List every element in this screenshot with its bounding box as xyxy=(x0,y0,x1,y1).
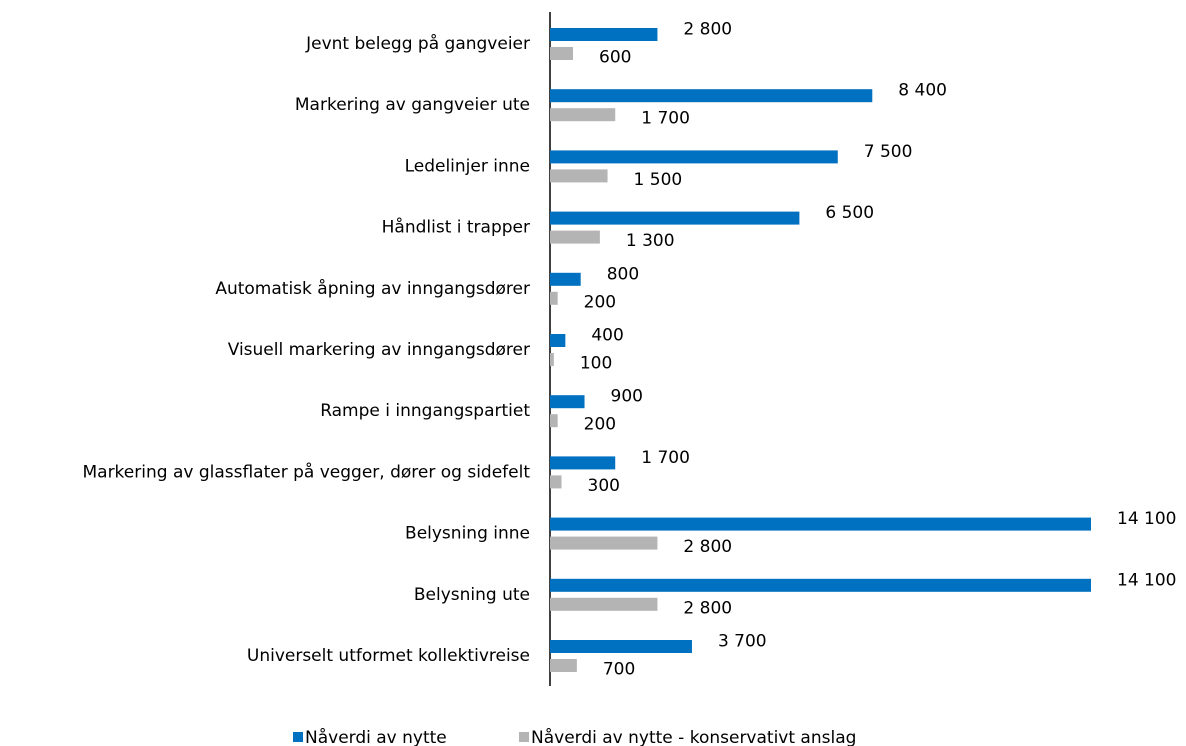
category-label: Markering av gangveier ute xyxy=(295,95,530,115)
bar xyxy=(550,291,558,305)
bar xyxy=(550,211,800,225)
value-label: 14 100 xyxy=(1117,570,1176,590)
bar xyxy=(550,89,873,103)
value-label: 1 300 xyxy=(626,231,675,251)
category-label: Rampe i inngangspartiet xyxy=(320,401,530,421)
bar xyxy=(550,456,616,470)
bar xyxy=(550,47,574,60)
bar xyxy=(550,334,566,347)
value-label: 6 500 xyxy=(825,203,874,223)
bar xyxy=(550,150,838,164)
value-label: 900 xyxy=(611,387,643,407)
value-label: 400 xyxy=(591,326,623,346)
bar xyxy=(550,28,658,41)
legend-swatch xyxy=(293,732,303,742)
bar xyxy=(550,353,554,366)
value-label: 2 800 xyxy=(683,537,732,557)
bar xyxy=(550,517,1091,531)
value-label: 14 100 xyxy=(1117,509,1176,529)
category-label: Belysning ute xyxy=(414,585,530,605)
value-label: 7 500 xyxy=(864,142,913,162)
bar xyxy=(550,536,658,550)
value-label: 100 xyxy=(580,354,612,374)
bar xyxy=(550,169,608,183)
category-label: Universelt utformet kollektivreise xyxy=(247,646,530,666)
category-label: Automatisk åpning av inngangsdører xyxy=(215,278,530,299)
value-label: 200 xyxy=(584,415,616,435)
value-label: 2 800 xyxy=(683,20,732,40)
legend-label: Nåverdi av nytte xyxy=(305,727,447,746)
category-label: Jevnt belegg på gangveier xyxy=(305,33,530,54)
bar xyxy=(550,414,558,428)
category-label: Visuell markering av inngangsdører xyxy=(228,340,530,360)
bar xyxy=(550,659,577,672)
value-label: 800 xyxy=(607,264,639,284)
bar xyxy=(550,475,562,489)
bar xyxy=(550,640,692,653)
category-label: Ledelinjer inne xyxy=(405,156,530,176)
bar xyxy=(550,578,1091,592)
value-label: 3 700 xyxy=(718,632,767,652)
value-label: 8 400 xyxy=(898,81,947,101)
value-label: 300 xyxy=(588,476,620,496)
bar xyxy=(550,597,658,611)
bar xyxy=(550,108,616,122)
value-label: 1 500 xyxy=(634,170,683,190)
bar xyxy=(550,230,600,244)
category-label: Markering av glassflater på vegger, døre… xyxy=(82,461,530,482)
value-label: 200 xyxy=(584,292,616,312)
value-label: 700 xyxy=(603,660,635,680)
bar xyxy=(550,395,585,409)
bar xyxy=(550,272,581,286)
category-label: Belysning inne xyxy=(405,524,530,544)
value-label: 1 700 xyxy=(641,448,690,468)
legend-label: Nåverdi av nytte - konservativt anslag xyxy=(531,727,856,746)
value-label: 2 800 xyxy=(683,598,732,618)
value-label: 1 700 xyxy=(641,109,690,129)
legend-swatch xyxy=(519,732,529,742)
value-label: 600 xyxy=(599,48,631,68)
category-label: Håndlist i trapper xyxy=(382,217,530,238)
